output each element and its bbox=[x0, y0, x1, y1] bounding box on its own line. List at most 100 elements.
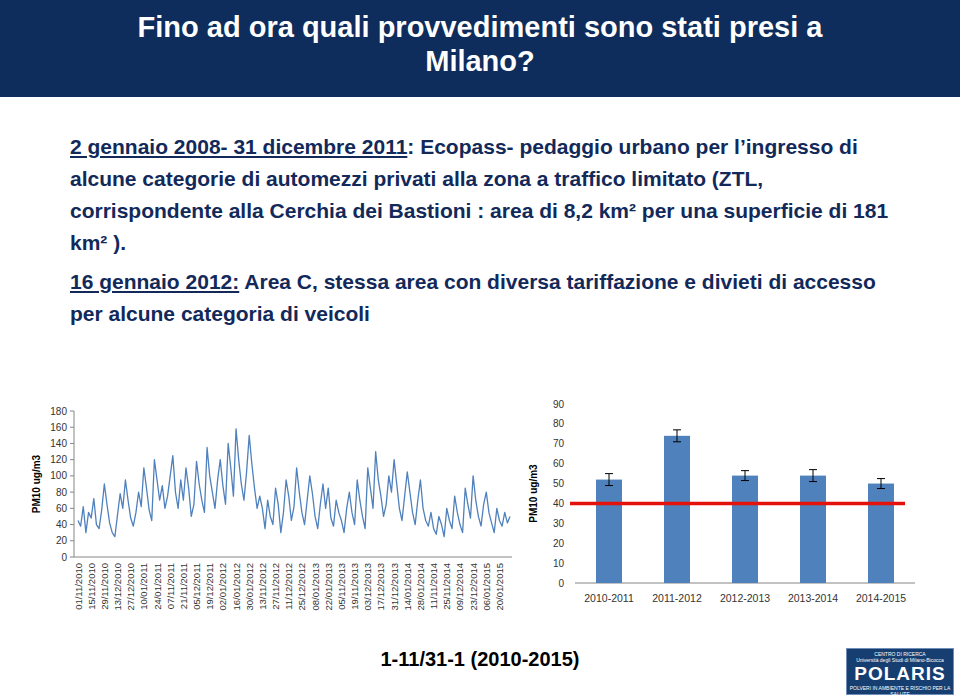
y-tick-label: 20 bbox=[56, 535, 68, 546]
y-tick bbox=[70, 459, 74, 460]
error-stem bbox=[609, 474, 610, 486]
error-bar bbox=[877, 479, 885, 489]
plot-area bbox=[78, 429, 510, 537]
error-stem bbox=[881, 479, 882, 489]
x-tick-label: 31/12/2013 bbox=[389, 563, 400, 611]
x-tick-label: 2013-2014 bbox=[788, 592, 838, 604]
error-cap bbox=[741, 470, 749, 471]
y-tick-label: 0 bbox=[61, 552, 67, 563]
error-stem bbox=[745, 471, 746, 481]
bar bbox=[800, 476, 826, 583]
paragraph-date: 16 gennaio 2012: bbox=[70, 270, 239, 293]
x-tick-label: 11/12/2012 bbox=[283, 563, 294, 610]
logo-name: POLARIS bbox=[847, 663, 953, 685]
x-tick-label: 05/11/2013 bbox=[336, 563, 347, 610]
y-tick-label: 80 bbox=[553, 418, 565, 429]
error-cap bbox=[673, 441, 681, 442]
x-tick-label: 08/01/2013 bbox=[310, 563, 321, 611]
bar-chart: 0102030405060708090PM10 ug/m32010-201120… bbox=[528, 399, 915, 605]
y-tick-label: 0 bbox=[558, 578, 564, 589]
x-axis bbox=[74, 557, 512, 558]
x-tick-label: 11/11/2014 bbox=[428, 563, 439, 609]
y-tick bbox=[70, 508, 74, 509]
charts: 020406080100120140160180PM10 ug/m301/11/… bbox=[0, 0, 960, 697]
bar bbox=[868, 484, 894, 583]
paragraph-date: 2 gennaio 2008- 31 dicembre 2011 bbox=[70, 135, 407, 158]
x-tick-label: 02/01/2012 bbox=[217, 563, 228, 611]
x-tick-label: 2010-2011 bbox=[584, 592, 634, 604]
x-tick-label: 17/12/2013 bbox=[375, 563, 386, 611]
y-tick bbox=[70, 475, 74, 476]
y-tick-label: 70 bbox=[553, 438, 565, 449]
y-tick bbox=[70, 443, 74, 444]
x-tick-label: 19/11/2013 bbox=[349, 563, 360, 610]
y-tick-label: 180 bbox=[50, 406, 67, 417]
y-axis-label: PM10 ug/m3 bbox=[31, 454, 42, 513]
x-tick-label: 29/11/2010 bbox=[99, 563, 110, 610]
x-tick-label: 22/01/2013 bbox=[323, 563, 334, 611]
bar bbox=[596, 480, 622, 583]
error-cap bbox=[605, 473, 613, 474]
y-tick-label: 100 bbox=[50, 470, 67, 481]
y-axis-label: PM10 ug/m3 bbox=[528, 464, 539, 523]
x-tick-label: 09/12/2014 bbox=[454, 563, 465, 611]
y-tick bbox=[70, 557, 74, 558]
y-tick-label: 30 bbox=[553, 518, 565, 529]
x-tick-label: 13/12/2010 bbox=[112, 563, 123, 611]
y-tick-label: 120 bbox=[50, 454, 67, 465]
y-tick bbox=[70, 492, 74, 493]
y-tick-label: 90 bbox=[553, 399, 565, 410]
x-tick-label: 21/11/2011 bbox=[178, 563, 189, 609]
error-cap bbox=[877, 478, 885, 479]
x-tick-label: 07/11/2011 bbox=[165, 563, 176, 609]
bar bbox=[732, 476, 758, 583]
logo: CENTRO DI RICERCAUniversità degli Studi … bbox=[846, 648, 954, 695]
x-tick-label: 23/12/2014 bbox=[468, 563, 479, 611]
y-tick-label: 80 bbox=[56, 487, 68, 498]
x-tick-label: 27/11/2012 bbox=[270, 563, 281, 610]
logo-university: Università degli Studi di Milano-Bicocca bbox=[847, 657, 953, 663]
caption: 1-11/31-1 (2010-2015) bbox=[0, 648, 960, 671]
x-tick-label: 03/12/2013 bbox=[362, 563, 373, 611]
title-line: Milano? bbox=[0, 44, 960, 78]
x-tick-label: 27/12/2010 bbox=[125, 563, 136, 611]
x-tick-label: 2012-2013 bbox=[720, 592, 770, 604]
plot-area bbox=[596, 430, 894, 583]
line-chart: 020406080100120140160180PM10 ug/m301/11/… bbox=[31, 406, 512, 611]
body-text: 2 gennaio 2008- 31 dicembre 2011: Ecopas… bbox=[70, 131, 905, 330]
bar bbox=[664, 436, 690, 583]
y-tick-label: 40 bbox=[553, 498, 565, 509]
error-cap bbox=[673, 429, 681, 430]
pm10-line bbox=[78, 429, 510, 537]
y-tick bbox=[70, 524, 74, 525]
x-tick-label: 25/12/2012 bbox=[296, 563, 307, 611]
paragraph: 16 gennaio 2012: Area C, stessa area con… bbox=[70, 266, 905, 330]
error-stem bbox=[813, 470, 814, 482]
x-tick-label: 20/01/2015 bbox=[494, 563, 505, 611]
title-line: Fino ad ora quali provvedimenti sono sta… bbox=[0, 10, 960, 44]
y-tick bbox=[70, 427, 74, 428]
page: {"slide": {"title": ["Fino ad ora quali … bbox=[0, 0, 960, 697]
x-tick-label: 01/11/2010 bbox=[73, 563, 84, 610]
error-cap bbox=[809, 469, 817, 470]
y-axis bbox=[74, 411, 75, 557]
y-tick-label: 160 bbox=[50, 422, 67, 433]
x-tick-label: 2014-2015 bbox=[856, 592, 906, 604]
y-tick bbox=[70, 411, 74, 412]
y-tick bbox=[70, 540, 74, 541]
x-tick-label: 30/01/2012 bbox=[244, 563, 255, 611]
y-tick-label: 60 bbox=[553, 458, 565, 469]
logo-subtitle: POLVERI IN AMBIENTE E RISCHIO PER LA SAL… bbox=[847, 685, 953, 697]
x-tick-label: 13/11/2012 bbox=[257, 563, 268, 610]
x-tick-label: 15/11/2010 bbox=[86, 563, 97, 610]
x-tick-label: 10/01/2011 bbox=[138, 563, 149, 610]
y-tick-label: 10 bbox=[553, 558, 565, 569]
y-tick-label: 60 bbox=[56, 503, 68, 514]
error-cap bbox=[741, 480, 749, 481]
caption-text: 1-11/31-1 (2010-2015) bbox=[380, 648, 579, 670]
x-tick-label: 25/11/2014 bbox=[441, 563, 452, 610]
x-tick-label: 24/01/2011 bbox=[152, 563, 163, 610]
logo-top: CENTRO DI RICERCA bbox=[847, 651, 953, 657]
error-bar bbox=[673, 430, 681, 442]
x-tick-label: 06/01/2015 bbox=[481, 563, 492, 611]
